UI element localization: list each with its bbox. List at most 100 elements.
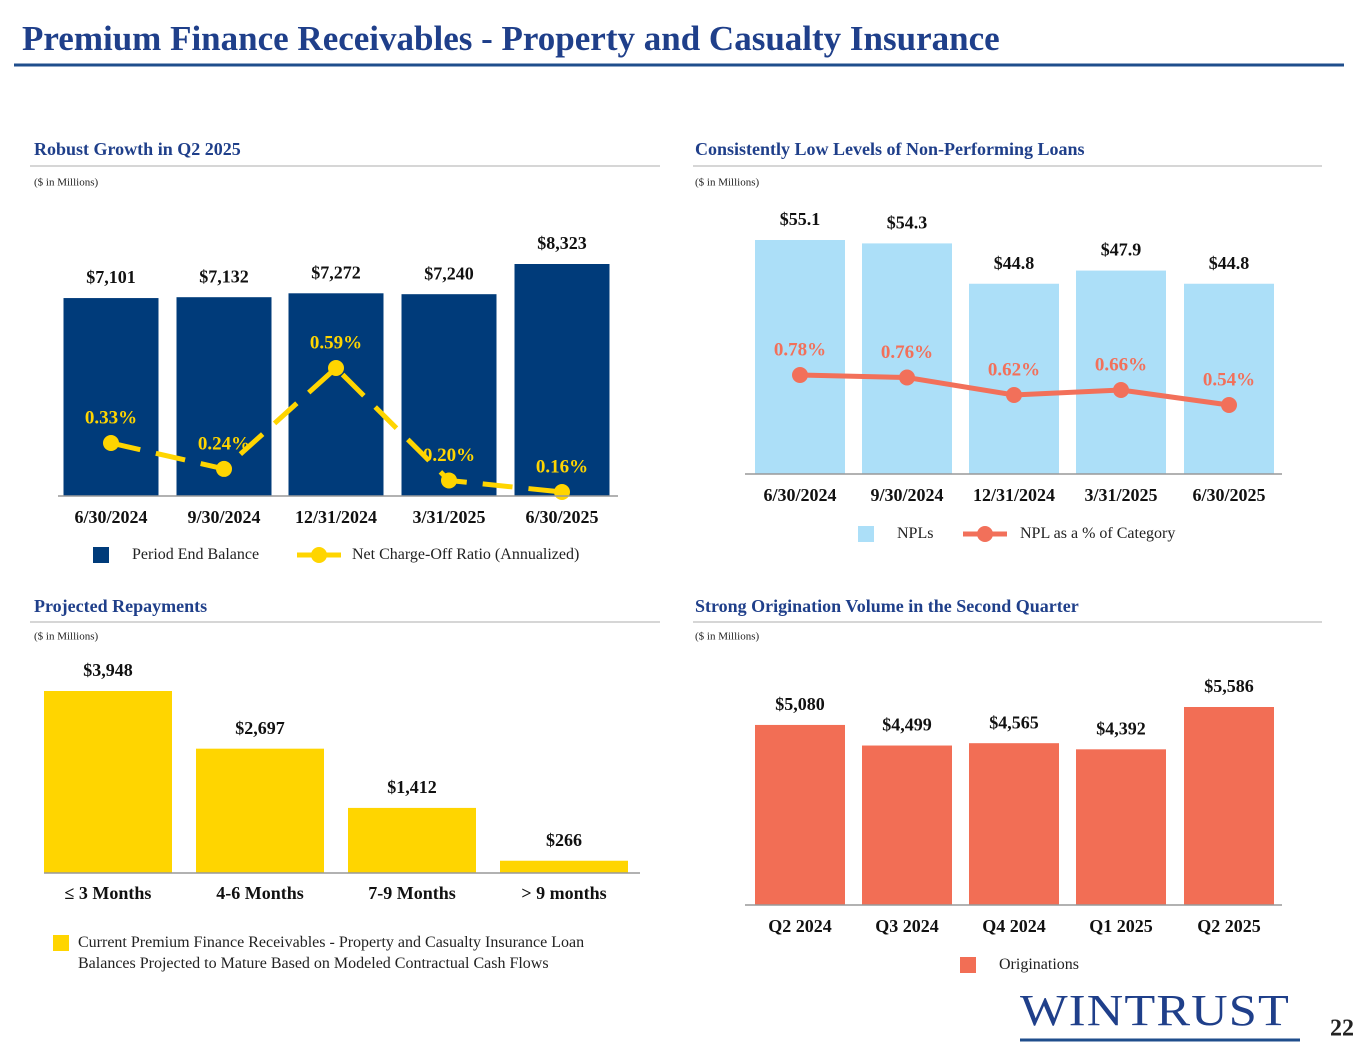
bar (288, 293, 384, 496)
bar (1184, 283, 1274, 474)
value-label: $5,586 (1204, 676, 1254, 696)
line-point (1113, 382, 1129, 398)
line-label: 0.54% (1203, 369, 1255, 390)
value-label: $4,392 (1096, 718, 1146, 738)
legend-label: Net Charge-Off Ratio (Annualized) (352, 546, 580, 563)
legend-label: Current Premium Finance Receivables - Pr… (78, 934, 585, 972)
subtitle: ($ in Millions) (695, 177, 760, 189)
bar (196, 748, 324, 873)
x-tick-label: Q4 2024 (982, 916, 1046, 936)
bar (862, 243, 952, 474)
value-label: $4,499 (882, 715, 932, 735)
legend-marker (858, 526, 874, 542)
x-tick-label: 12/31/2024 (973, 485, 1055, 505)
value-label: $1,412 (387, 777, 437, 797)
value-label: $7,101 (86, 267, 136, 287)
bar (500, 860, 628, 873)
value-label: $7,272 (311, 262, 361, 282)
value-label: $55.1 (780, 209, 821, 229)
bar (1184, 707, 1274, 905)
value-label: $7,132 (199, 266, 249, 286)
legend-label: Originations (999, 956, 1079, 973)
x-tick-label: ≤ 3 Months (65, 883, 152, 903)
line-label: 0.66% (1095, 354, 1147, 375)
bar (44, 691, 172, 873)
value-label: $266 (546, 830, 582, 850)
panel-title: Strong Origination Volume in the Second … (695, 596, 1079, 616)
x-tick-label: 12/31/2024 (295, 507, 377, 527)
line-label: 0.76% (881, 342, 933, 363)
page-number: 22 (1330, 1016, 1354, 1042)
line-label: 0.24% (198, 433, 250, 454)
bar (348, 807, 476, 873)
line-point (554, 484, 570, 500)
legend-label: NPL as a % of Category (1020, 525, 1176, 542)
bar (755, 240, 845, 474)
x-tick-label: Q2 2025 (1197, 916, 1261, 936)
x-tick-label: 3/31/2025 (412, 507, 485, 527)
subtitle: ($ in Millions) (34, 177, 99, 189)
subtitle: ($ in Millions) (34, 631, 99, 643)
x-tick-label: > 9 months (521, 883, 606, 903)
line-point (899, 369, 915, 386)
logo: WINTRUST (1020, 986, 1290, 1035)
x-tick-label: 6/30/2024 (763, 485, 836, 505)
value-label: $4,565 (989, 712, 1039, 732)
line-point (441, 472, 457, 489)
bar (1076, 270, 1166, 474)
line-point (1221, 397, 1237, 413)
x-tick-label: 9/30/2024 (187, 507, 260, 527)
line-point (328, 360, 344, 376)
legend-marker (311, 547, 327, 563)
legend-marker (977, 526, 993, 542)
bar (63, 298, 159, 496)
x-tick-label: Q3 2024 (875, 916, 939, 936)
value-label: $7,240 (424, 263, 474, 283)
bar (1076, 749, 1166, 905)
bar (514, 264, 610, 496)
x-tick-label: 9/30/2024 (870, 485, 943, 505)
line-label: 0.20% (423, 445, 475, 466)
panel-title: Consistently Low Levels of Non-Performin… (695, 139, 1085, 159)
legend-marker (93, 547, 109, 563)
value-label: $2,697 (235, 718, 285, 738)
line-point (792, 367, 808, 383)
x-tick-label: 7-9 Months (368, 883, 456, 903)
line-label: 0.78% (774, 339, 826, 360)
line-point (216, 460, 232, 477)
x-tick-label: Q2 2024 (768, 916, 832, 936)
value-label: $44.8 (1209, 253, 1250, 273)
value-label: $3,948 (83, 660, 133, 680)
line (110, 364, 563, 495)
subtitle: ($ in Millions) (695, 631, 760, 643)
value-label: $47.9 (1101, 240, 1142, 260)
x-tick-label: Q1 2025 (1089, 916, 1153, 936)
bar (969, 743, 1059, 905)
bar (401, 294, 497, 496)
x-tick-label: 3/31/2025 (1084, 485, 1157, 505)
line-label: 0.59% (310, 332, 362, 353)
line-label: 0.62% (988, 359, 1040, 380)
line-label: 0.33% (85, 407, 137, 428)
value-label: $8,323 (537, 233, 587, 253)
value-label: $54.3 (887, 213, 928, 233)
panel-title: Projected Repayments (34, 596, 207, 616)
bar (969, 283, 1059, 474)
x-tick-label: 6/30/2024 (74, 507, 147, 527)
line-label: 0.16% (536, 456, 588, 477)
panel-title: Robust Growth in Q2 2025 (34, 139, 241, 159)
value-label: $44.8 (994, 253, 1035, 273)
line-point (103, 434, 119, 451)
bar (755, 724, 845, 905)
legend-marker (53, 935, 69, 951)
legend-label: NPLs (897, 525, 934, 542)
line-point (1006, 387, 1022, 403)
bar (862, 745, 952, 905)
legend-marker (960, 957, 976, 973)
x-tick-label: 4-6 Months (216, 883, 304, 903)
legend-label: Period End Balance (132, 546, 260, 563)
x-tick-label: 6/30/2025 (1192, 485, 1265, 505)
slide-title: Premium Finance Receivables - Property a… (22, 19, 1000, 58)
